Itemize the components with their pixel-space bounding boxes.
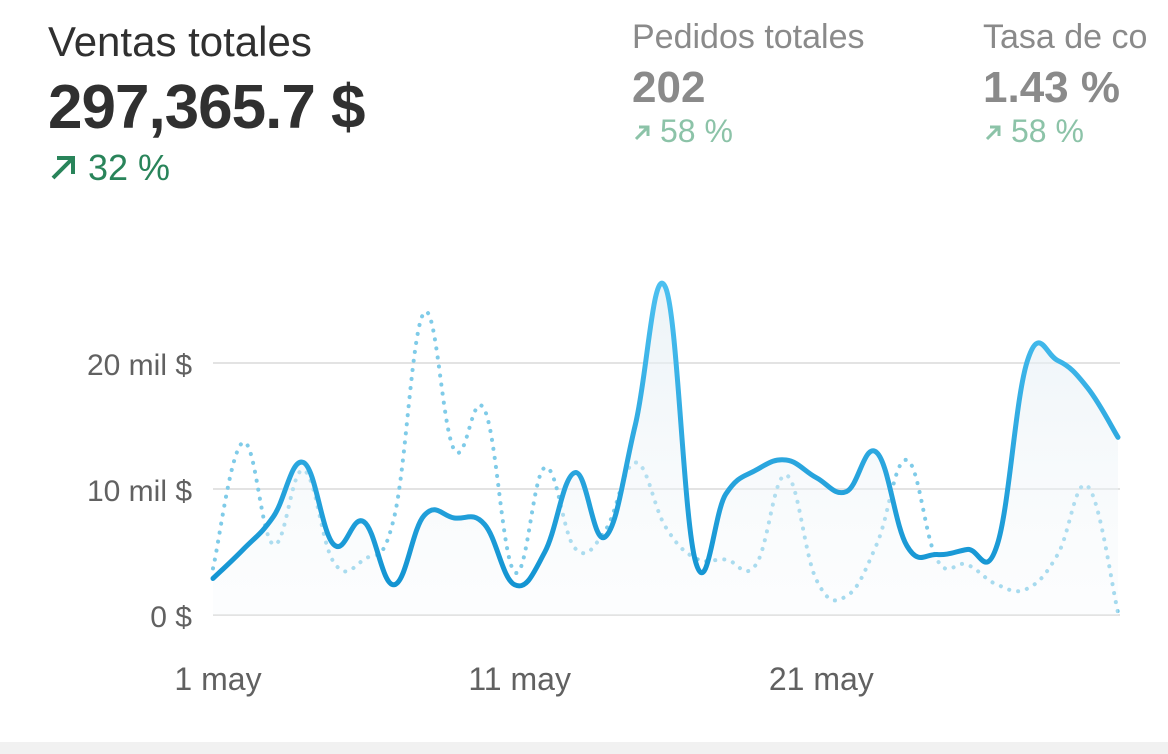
metric-label: Pedidos totales bbox=[632, 18, 865, 56]
metric-delta-value: 32 % bbox=[88, 147, 171, 188]
metric-label: Ventas totales bbox=[48, 18, 312, 65]
metric-delta: 32 % bbox=[48, 147, 365, 189]
footer-bar bbox=[0, 742, 1168, 754]
arrow-up-right-icon bbox=[634, 125, 650, 140]
metric-value: 1.43 % bbox=[983, 63, 1120, 112]
current-series-area bbox=[213, 283, 1118, 615]
metric-delta: 58 % bbox=[983, 113, 1147, 150]
metric-value: 202 bbox=[632, 63, 706, 112]
metric-total-orders[interactable]: Pedidos totales 202 58 % bbox=[632, 18, 865, 150]
metric-total-sales[interactable]: Ventas totales 297,365.7 $ 32 % bbox=[48, 18, 366, 189]
x-tick-label: 11 may bbox=[468, 661, 571, 697]
metric-delta-value: 58 % bbox=[1011, 113, 1084, 149]
metric-delta: 58 % bbox=[632, 113, 865, 150]
metric-conversion-rate[interactable]: Tasa de co 1.43 % 58 % bbox=[983, 18, 1147, 150]
metric-delta-value: 58 % bbox=[660, 113, 733, 149]
x-tick-label: 21 may bbox=[769, 661, 874, 697]
arrow-up-right-icon bbox=[51, 156, 75, 180]
arrow-up-right-icon bbox=[985, 125, 1001, 140]
metric-label: Tasa de co bbox=[983, 18, 1148, 56]
metric-value: 297,365.7 $ bbox=[48, 73, 366, 142]
current-series-line bbox=[210, 281, 1121, 589]
y-tick-label: 20 mil $ bbox=[87, 349, 192, 382]
x-tick-label: 1 may bbox=[174, 661, 261, 697]
y-tick-label: 0 $ bbox=[150, 601, 192, 634]
y-tick-label: 10 mil $ bbox=[87, 475, 192, 508]
